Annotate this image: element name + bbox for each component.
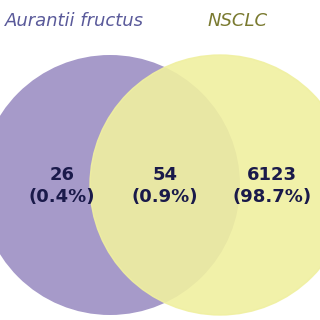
Text: (98.7%): (98.7%) (232, 188, 312, 206)
Circle shape (0, 55, 240, 315)
Text: 26: 26 (50, 166, 75, 184)
Text: (0.4%): (0.4%) (29, 188, 95, 206)
Text: Aurantii fructus: Aurantii fructus (5, 12, 144, 30)
Circle shape (90, 55, 320, 315)
Text: 6123: 6123 (247, 166, 297, 184)
Text: NSCLC: NSCLC (208, 12, 268, 30)
Text: 54: 54 (153, 166, 178, 184)
Text: (0.9%): (0.9%) (132, 188, 198, 206)
